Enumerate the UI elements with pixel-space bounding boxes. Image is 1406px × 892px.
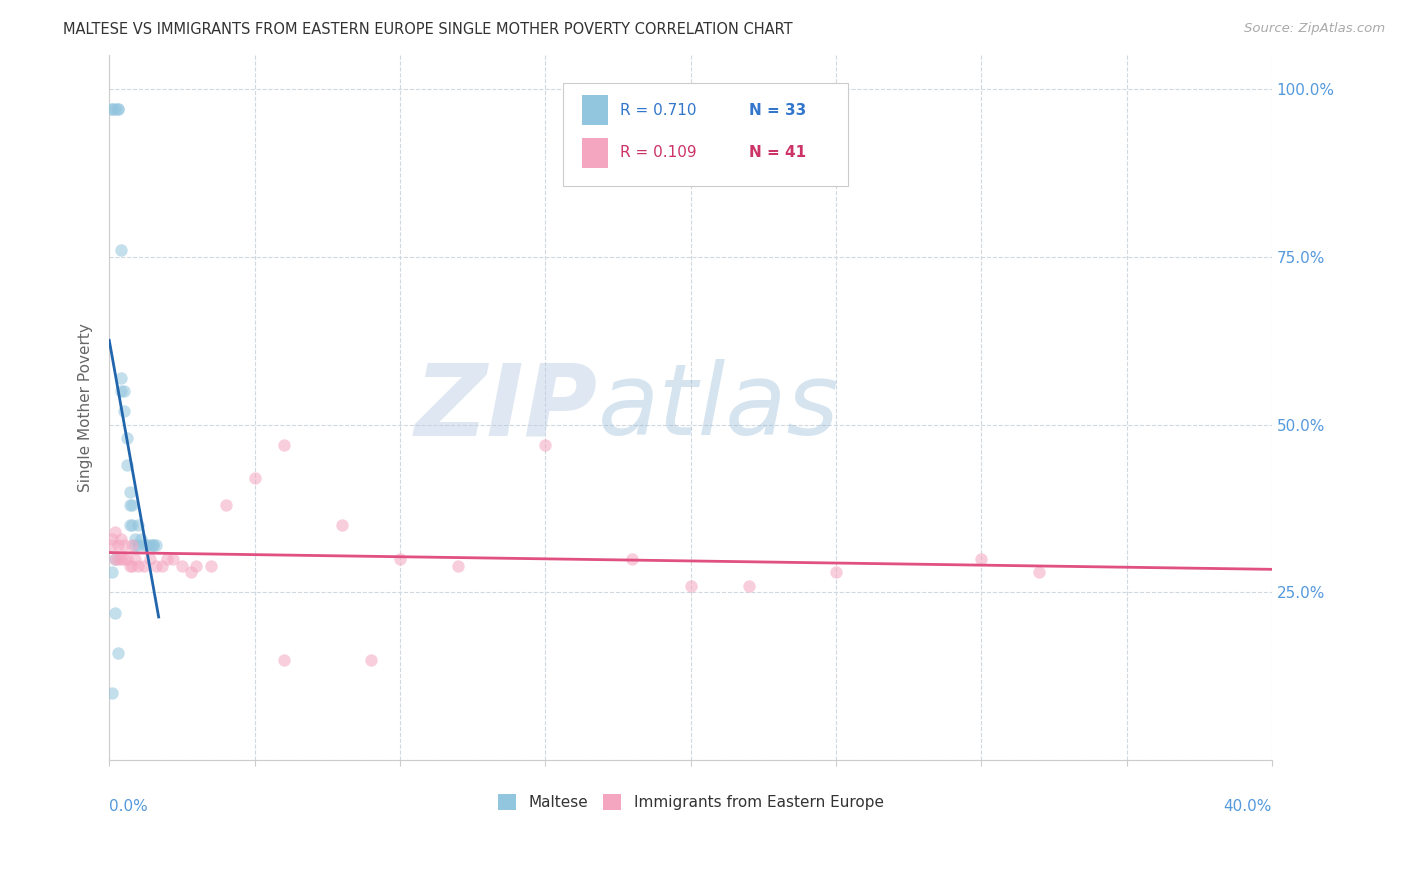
Point <box>118 498 141 512</box>
Point <box>180 566 202 580</box>
Point <box>101 532 124 546</box>
Point <box>101 102 124 116</box>
Point <box>107 552 129 566</box>
Text: N = 41: N = 41 <box>749 145 806 161</box>
Point <box>112 404 135 418</box>
Point <box>134 558 156 573</box>
Point <box>621 552 644 566</box>
Point <box>243 471 266 485</box>
Point <box>121 558 143 573</box>
Point <box>104 102 127 116</box>
Point <box>107 646 129 660</box>
Point <box>101 538 124 552</box>
Point <box>170 558 193 573</box>
Point <box>107 102 129 116</box>
Point <box>127 518 149 533</box>
Point <box>110 552 132 566</box>
Point <box>107 538 129 552</box>
Text: 0.0%: 0.0% <box>110 799 148 814</box>
Point <box>679 579 702 593</box>
Bar <box>582 138 607 168</box>
Legend: Maltese, Immigrants from Eastern Europe: Maltese, Immigrants from Eastern Europe <box>491 788 890 816</box>
Point <box>101 102 124 116</box>
Point <box>127 538 149 552</box>
Text: R = 0.710: R = 0.710 <box>620 103 696 118</box>
Text: R = 0.109: R = 0.109 <box>620 145 696 161</box>
Point <box>738 579 761 593</box>
Point <box>970 552 993 566</box>
Point <box>121 538 143 552</box>
Point <box>200 558 222 573</box>
Text: N = 33: N = 33 <box>749 103 806 118</box>
Point <box>115 552 138 566</box>
Point <box>134 538 156 552</box>
Point <box>534 438 557 452</box>
Text: Source: ZipAtlas.com: Source: ZipAtlas.com <box>1244 22 1385 36</box>
Text: 40.0%: 40.0% <box>1223 799 1272 814</box>
Point <box>136 538 159 552</box>
Point <box>118 484 141 499</box>
Point <box>825 566 848 580</box>
Point <box>156 552 179 566</box>
Point <box>118 558 141 573</box>
Point <box>110 384 132 398</box>
Point <box>186 558 208 573</box>
Point <box>360 653 382 667</box>
Text: MALTESE VS IMMIGRANTS FROM EASTERN EUROPE SINGLE MOTHER POVERTY CORRELATION CHAR: MALTESE VS IMMIGRANTS FROM EASTERN EUROP… <box>63 22 793 37</box>
Point <box>447 558 470 573</box>
Point <box>115 431 138 445</box>
FancyBboxPatch shape <box>562 83 848 186</box>
Point <box>110 370 132 384</box>
Point <box>112 538 135 552</box>
Point <box>150 558 173 573</box>
Point <box>104 606 127 620</box>
Text: ZIP: ZIP <box>415 359 598 457</box>
Point <box>104 552 127 566</box>
Point <box>129 532 152 546</box>
Point <box>330 518 353 533</box>
Point <box>124 532 146 546</box>
Point <box>145 558 167 573</box>
Bar <box>582 95 607 125</box>
Point <box>139 552 162 566</box>
Point <box>110 243 132 257</box>
Point <box>118 518 141 533</box>
Point <box>273 653 295 667</box>
Point <box>388 552 411 566</box>
Point <box>214 498 236 512</box>
Point <box>112 552 135 566</box>
Point <box>101 686 124 700</box>
Point <box>110 532 132 546</box>
Point <box>115 458 138 472</box>
Point <box>101 566 124 580</box>
Point <box>121 498 143 512</box>
Point <box>124 538 146 552</box>
Point <box>1028 566 1050 580</box>
Point <box>107 102 129 116</box>
Point <box>127 558 149 573</box>
Point <box>145 538 167 552</box>
Point <box>104 524 127 539</box>
Point <box>273 438 295 452</box>
Y-axis label: Single Mother Poverty: Single Mother Poverty <box>79 323 93 492</box>
Point <box>162 552 184 566</box>
Point <box>142 538 165 552</box>
Point <box>104 552 127 566</box>
Point <box>142 538 165 552</box>
Point <box>124 552 146 566</box>
Point <box>121 518 143 533</box>
Point <box>112 384 135 398</box>
Text: atlas: atlas <box>598 359 839 457</box>
Point <box>139 538 162 552</box>
